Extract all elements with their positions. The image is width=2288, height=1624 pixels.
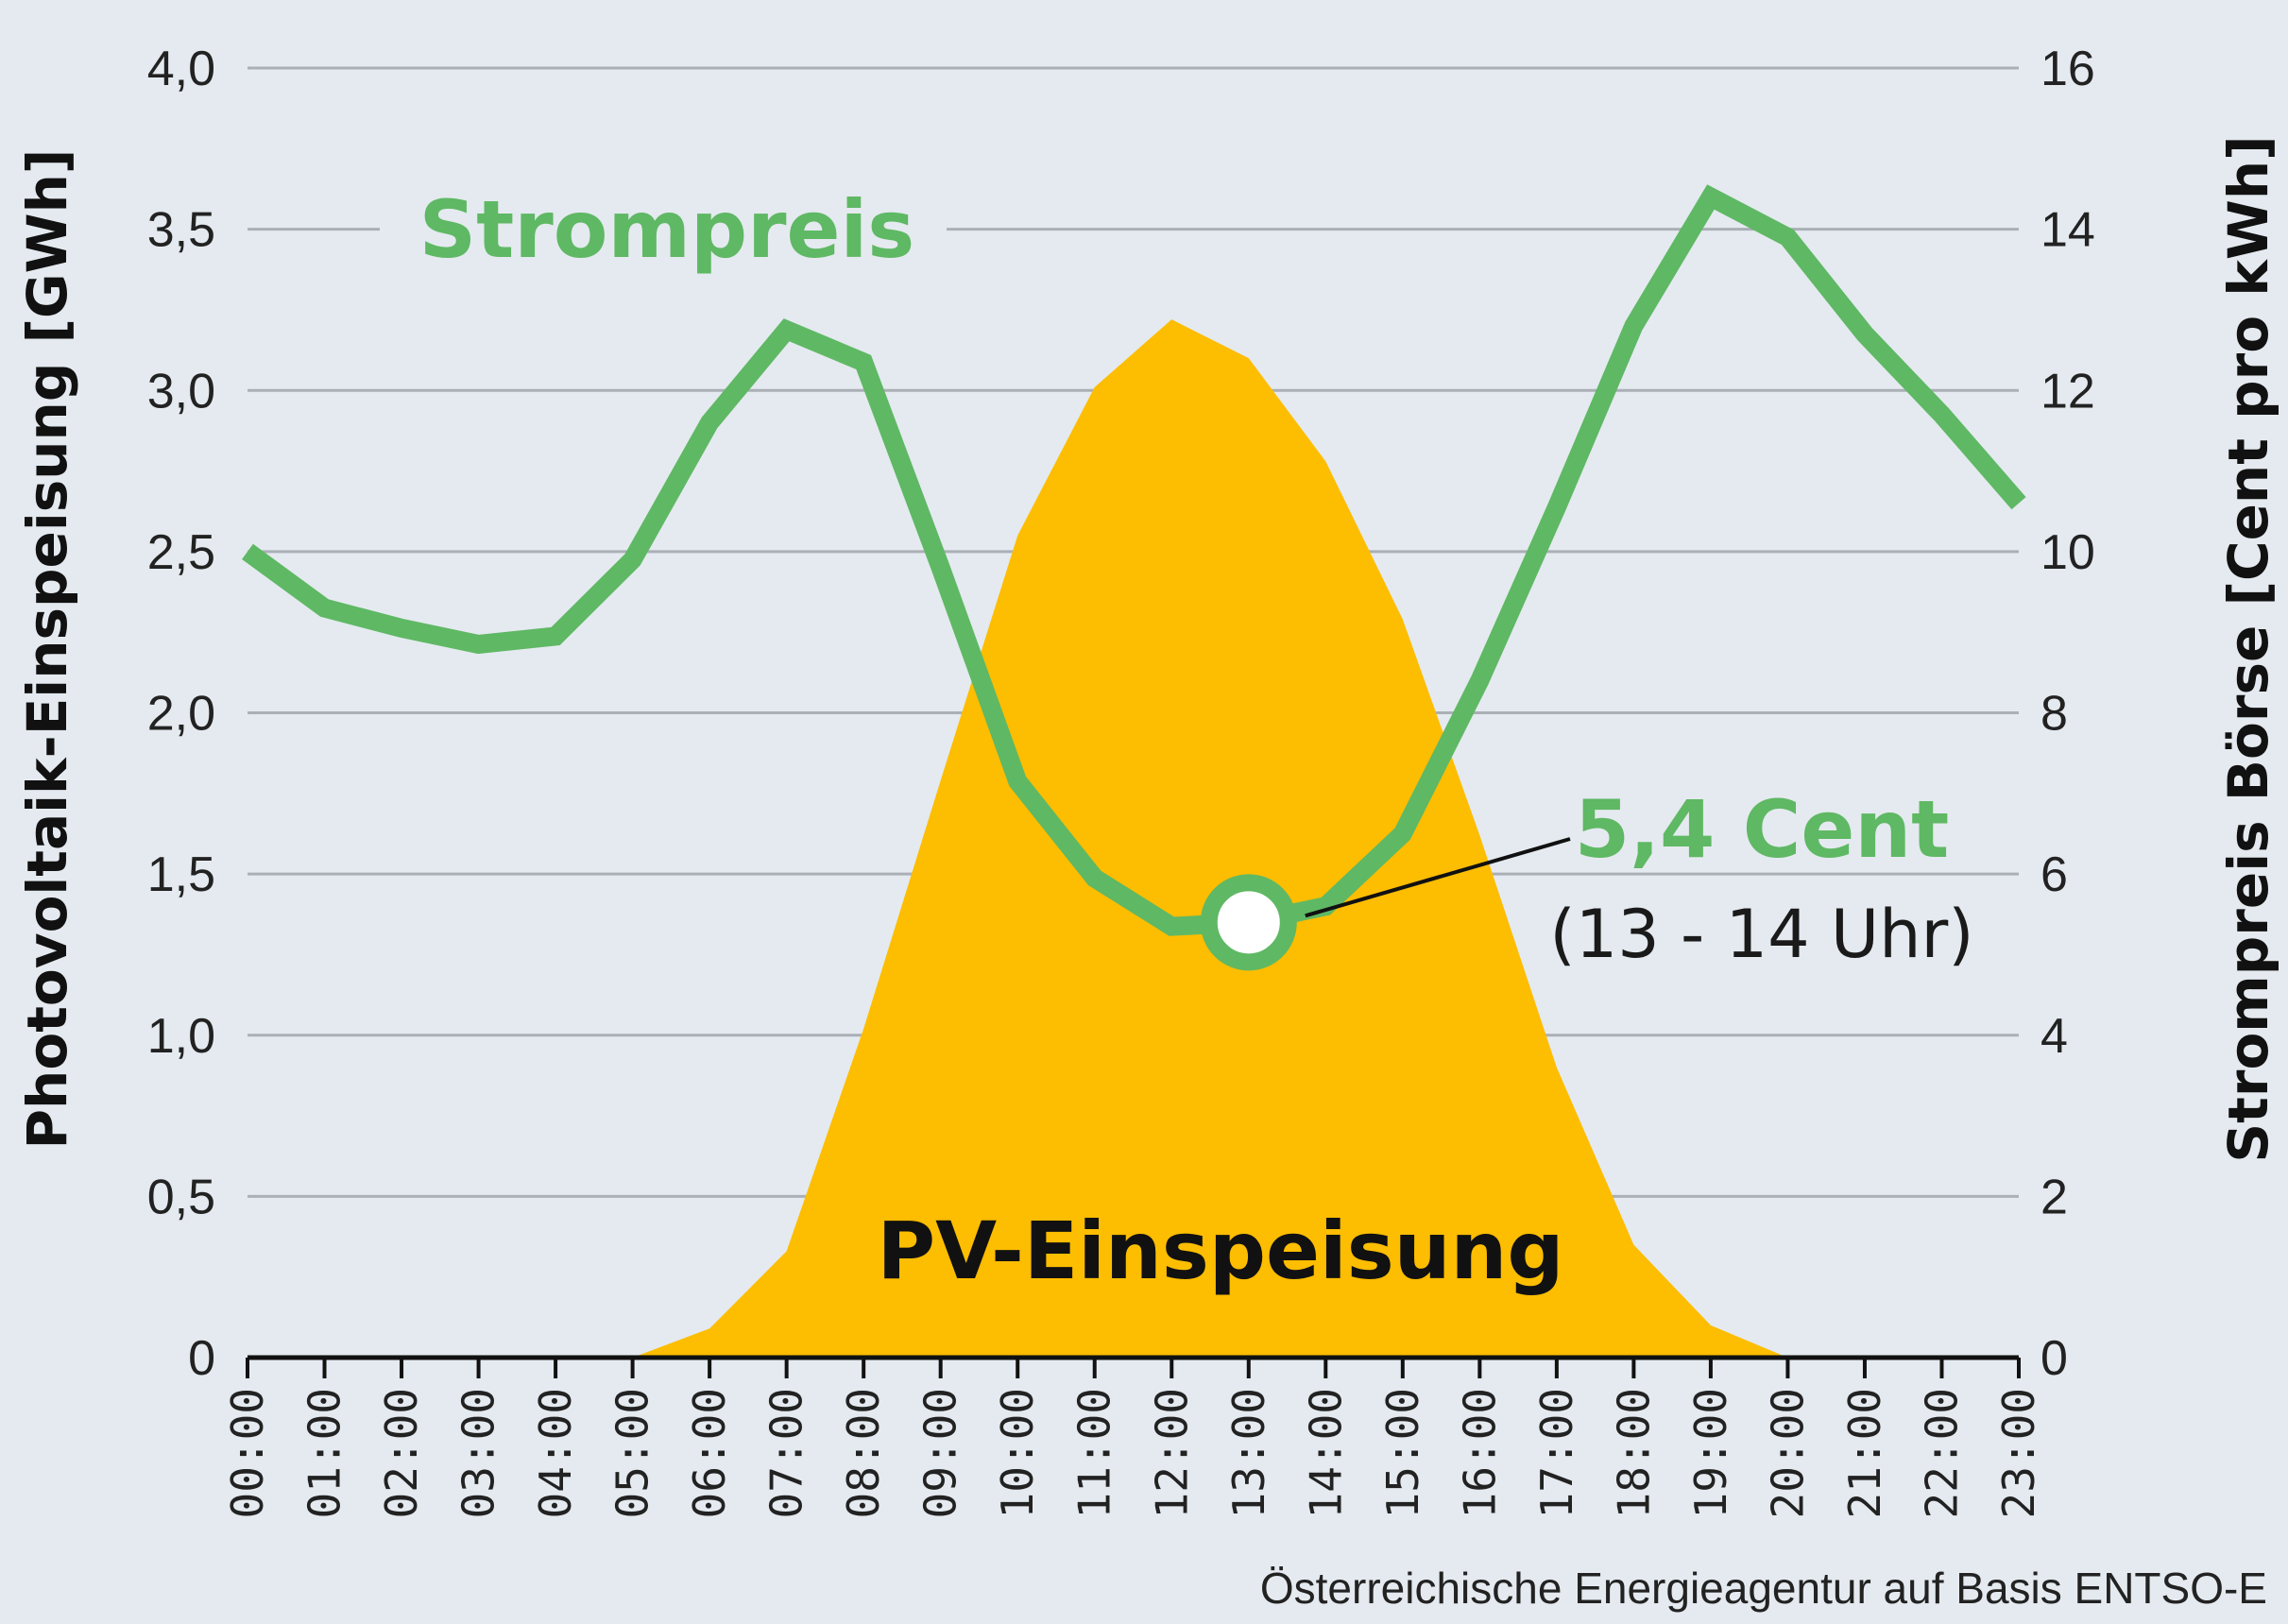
- x-tick-label: 20:00: [1762, 1388, 1813, 1518]
- left-tick-label: 0: [188, 1331, 215, 1386]
- left-tick-label: 4,0: [147, 42, 215, 96]
- annotation-marker: [1200, 874, 1297, 971]
- annotation-leader-line: [1305, 837, 1571, 918]
- x-tick-label: 09:00: [915, 1388, 966, 1518]
- x-tick-label: 19:00: [1685, 1388, 1736, 1518]
- right-tick-label: 0: [2040, 1331, 2068, 1386]
- x-tick-label: 23:00: [1993, 1388, 2044, 1518]
- right-tick-label: 12: [2040, 364, 2095, 419]
- x-tick-label: 10:00: [992, 1388, 1043, 1518]
- x-tick-label: 01:00: [299, 1388, 350, 1518]
- left-axis-title: Photovoltaik-Einspeisung [GWh]: [15, 149, 79, 1150]
- x-tick-label: 21:00: [1839, 1388, 1890, 1518]
- x-tick-label: 15:00: [1377, 1388, 1428, 1518]
- x-tick-label: 12:00: [1146, 1388, 1197, 1518]
- left-tick-label: 1,0: [147, 1009, 215, 1064]
- x-tick-label: 08:00: [838, 1388, 889, 1518]
- right-axis-title: Strompreis Börse [Cent pro kWh]: [2216, 135, 2280, 1162]
- right-tick-label: 2: [2040, 1170, 2068, 1224]
- x-tick-label: 22:00: [1916, 1388, 1967, 1518]
- x-tick-label: 07:00: [761, 1388, 812, 1518]
- x-tick-label: 11:00: [1069, 1388, 1120, 1518]
- price-line: [242, 184, 2026, 936]
- x-tick-label: 03:00: [453, 1388, 504, 1518]
- source-credit: Österreichische Energieagentur auf Basis…: [1260, 1564, 2267, 1613]
- x-tick-label: 06:00: [684, 1388, 735, 1518]
- right-tick-label: 16: [2040, 42, 2095, 96]
- right-y-axis-ticks: 0 2 4 6 8 10 12 14 16: [2040, 42, 2095, 1386]
- left-tick-label: 0,5: [147, 1170, 215, 1224]
- x-tick-label: 17:00: [1531, 1388, 1582, 1518]
- x-tick-label: 14:00: [1300, 1388, 1351, 1518]
- x-axis: [246, 1355, 2021, 1378]
- x-tick-label: 13:00: [1223, 1388, 1274, 1518]
- x-tick-label: 05:00: [607, 1388, 658, 1518]
- x-tick-label: 00:00: [222, 1388, 273, 1518]
- price-line-layer: [242, 184, 2026, 936]
- x-axis-ticks: 00:00 01:00 02:00 03:00 04:00 05:00 06:00 07:00…: [222, 1388, 2044, 1518]
- annotation-sublabel: (13 - 14 Uhr): [1549, 896, 1973, 973]
- left-tick-label: 2,5: [147, 525, 215, 580]
- left-tick-label: 1,5: [147, 847, 215, 902]
- left-tick-label: 2,0: [147, 687, 215, 742]
- right-tick-label: 4: [2040, 1009, 2068, 1064]
- right-tick-label: 14: [2040, 203, 2095, 258]
- right-tick-label: 6: [2040, 847, 2068, 902]
- pv-series-label: PV-Einspeisung: [878, 1205, 1564, 1297]
- left-y-axis-ticks: 0 0,5 1,0 1,5 2,0 2,5 3,0 3,5 4,0: [147, 42, 215, 1386]
- right-tick-label: 10: [2040, 525, 2095, 580]
- right-tick-label: 8: [2040, 687, 2068, 742]
- pv-area-layer: [248, 319, 2019, 1358]
- min-price-annotation: [1200, 837, 1571, 971]
- x-tick-label: 16:00: [1454, 1388, 1505, 1518]
- x-tick-label: 18:00: [1608, 1388, 1659, 1518]
- left-tick-label: 3,5: [147, 203, 215, 258]
- x-tick-label: 02:00: [376, 1388, 427, 1518]
- pv-area: [248, 319, 2019, 1358]
- x-tick-label: 04:00: [530, 1388, 581, 1518]
- annotation-value-label: 5,4 Cent: [1575, 783, 1950, 876]
- strompreis-label-bg: [380, 184, 947, 279]
- left-tick-label: 3,0: [147, 364, 215, 419]
- strompreis-series-label: Strompreis: [419, 183, 915, 276]
